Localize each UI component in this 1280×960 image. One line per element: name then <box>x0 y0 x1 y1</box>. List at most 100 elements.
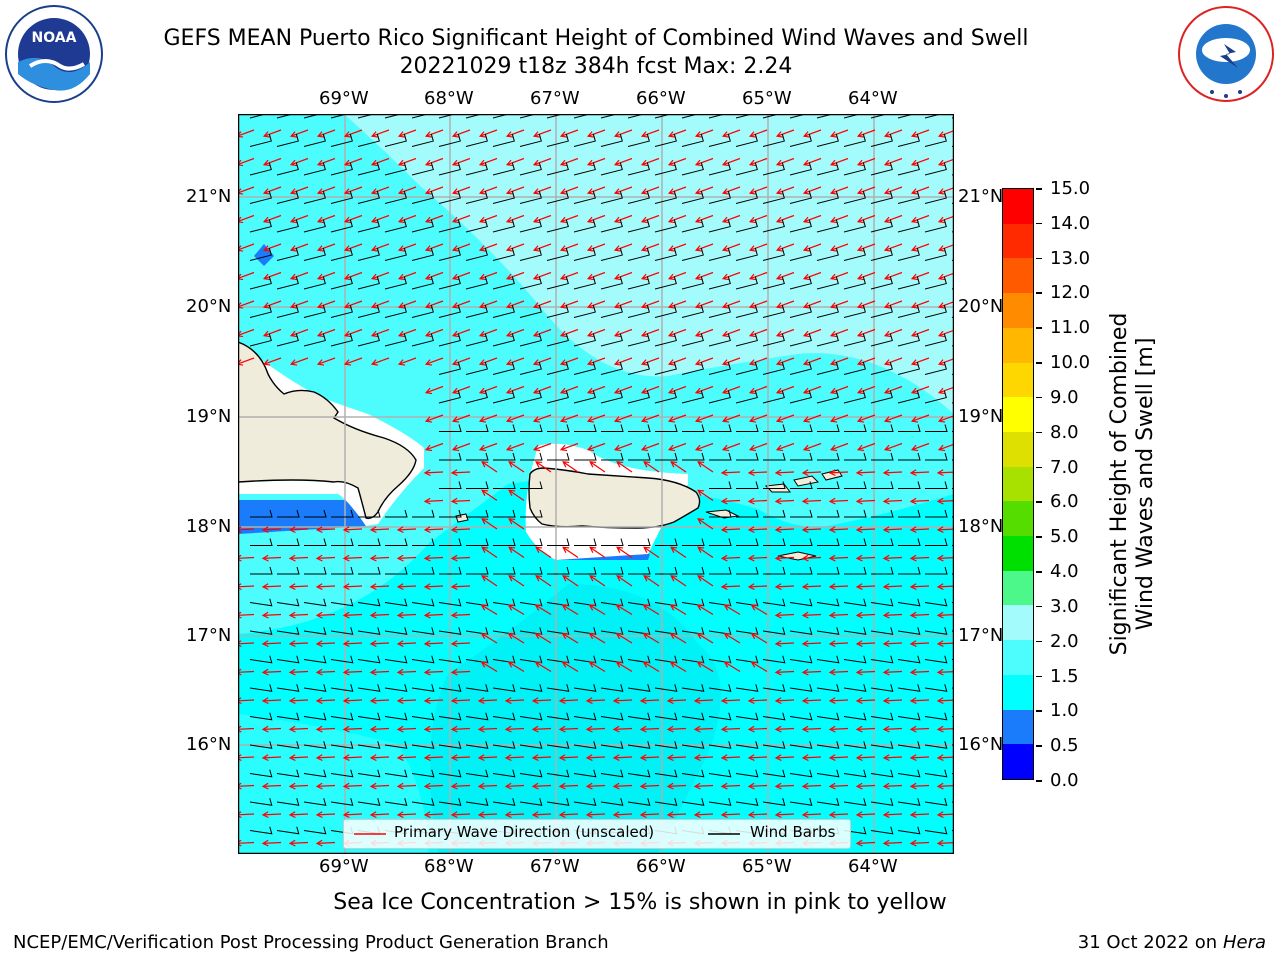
wind-barb <box>303 333 326 347</box>
wind-barb <box>762 162 785 176</box>
wind-barb <box>277 509 300 518</box>
wind-barb <box>843 361 866 375</box>
primary-wave-arrow <box>720 469 741 477</box>
colorbar-swatch <box>1003 674 1033 710</box>
wind-barb <box>924 162 947 176</box>
wind-barb <box>654 627 678 635</box>
primary-wave-arrow <box>883 328 903 338</box>
primary-wave-arrow <box>829 186 849 195</box>
wind-barb <box>600 655 624 664</box>
primary-wave-arrow <box>855 754 876 762</box>
wind-barb <box>735 798 759 806</box>
primary-wave-arrow <box>855 782 876 790</box>
primary-wave-arrow <box>589 546 606 558</box>
primary-wave-arrow <box>882 754 903 762</box>
primary-wave-arrow <box>477 754 498 762</box>
primary-wave-arrow <box>882 554 903 562</box>
wind-barb <box>844 424 867 432</box>
primary-wave-arrow <box>774 611 795 619</box>
primary-wave-arrow <box>829 271 849 281</box>
primary-wave-arrow <box>342 526 363 534</box>
wind-barb <box>357 598 381 607</box>
primary-wave-arrow <box>775 300 795 309</box>
primary-wave-arrow <box>775 186 795 195</box>
wind-barb <box>762 190 785 204</box>
primary-wave-arrow <box>450 697 471 705</box>
wind-barb <box>816 655 840 664</box>
wind-barb <box>789 741 813 749</box>
colorbar-tick-mark <box>1036 292 1042 294</box>
primary-wave-arrow <box>508 461 525 473</box>
primary-wave-arrow <box>720 697 741 705</box>
primary-wave-arrow <box>693 754 714 762</box>
wind-barb <box>627 361 650 375</box>
wind-barb <box>600 627 624 635</box>
primary-wave-arrow <box>696 632 714 644</box>
primary-wave-arrow <box>697 489 714 501</box>
colorbar-swatch <box>1003 640 1033 675</box>
wind-barb <box>573 333 596 347</box>
primary-wave-arrow <box>774 526 795 534</box>
wind-barb <box>277 566 300 575</box>
wind-barb <box>411 627 435 635</box>
primary-wave-arrow <box>451 243 471 252</box>
primary-wave-arrow <box>480 604 498 616</box>
wind-barb <box>870 798 894 806</box>
primary-wave-arrow <box>748 442 768 452</box>
wind-barb <box>654 333 677 347</box>
lat-label-right-18n: 18°N <box>958 516 1004 537</box>
wind-barb <box>412 509 435 518</box>
wind-barb <box>843 741 867 749</box>
wind-barb <box>546 684 570 692</box>
primary-wave-arrow <box>478 271 498 281</box>
primary-wave-arrow <box>261 697 282 705</box>
wind-barb <box>627 190 650 204</box>
primary-wave-arrow <box>828 725 849 733</box>
wind-barb <box>357 333 380 347</box>
wind-barb <box>924 684 948 692</box>
primary-wave-arrow <box>639 754 660 762</box>
primary-wave-arrow <box>774 497 795 505</box>
wind-barb <box>870 741 894 749</box>
primary-wave-arrow <box>855 839 876 847</box>
wind-barb <box>250 509 273 518</box>
wind-barb <box>492 304 515 318</box>
wind-barb <box>357 304 380 318</box>
primary-wave-arrow <box>559 328 579 338</box>
colorbar-tick-label: 7.0 <box>1050 456 1079 478</box>
primary-wave-arrow <box>694 129 714 138</box>
primary-wave-arrow <box>478 385 498 395</box>
wind-barb <box>924 333 947 347</box>
primary-wave-arrow <box>586 186 606 195</box>
wind-barb <box>357 741 381 749</box>
wind-barb <box>519 684 543 692</box>
primary-wave-arrow <box>559 214 579 224</box>
primary-wave-arrow <box>669 632 687 644</box>
wind-barb <box>844 538 867 546</box>
primary-wave-arrow <box>561 661 579 673</box>
wind-barb <box>573 684 597 692</box>
wind-barb <box>709 424 732 432</box>
primary-wave-arrow <box>478 328 498 338</box>
primary-wave-arrow <box>505 214 525 224</box>
wind-barb <box>438 598 462 607</box>
wind-barb <box>843 190 866 204</box>
primary-wave-arrow <box>693 725 714 733</box>
wind-barb <box>816 390 839 404</box>
wind-barb <box>573 598 597 607</box>
primary-wave-arrow <box>856 442 876 452</box>
primary-wave-arrow <box>315 754 336 762</box>
wind-barb <box>708 655 732 664</box>
sea-ice-caption: Sea Ice Concentration > 15% is shown in … <box>333 890 947 915</box>
primary-wave-arrow <box>801 697 822 705</box>
wind-barb <box>627 133 650 147</box>
primary-wave-arrow <box>316 300 336 309</box>
primary-wave-arrow <box>585 697 606 705</box>
primary-wave-arrow <box>909 611 930 619</box>
wind-barb <box>789 133 812 147</box>
primary-wave-arrow <box>315 697 336 705</box>
primary-wave-arrow <box>504 725 525 733</box>
wind-barb <box>249 684 273 692</box>
primary-wave-arrow <box>504 754 525 762</box>
wind-barb <box>870 219 893 233</box>
